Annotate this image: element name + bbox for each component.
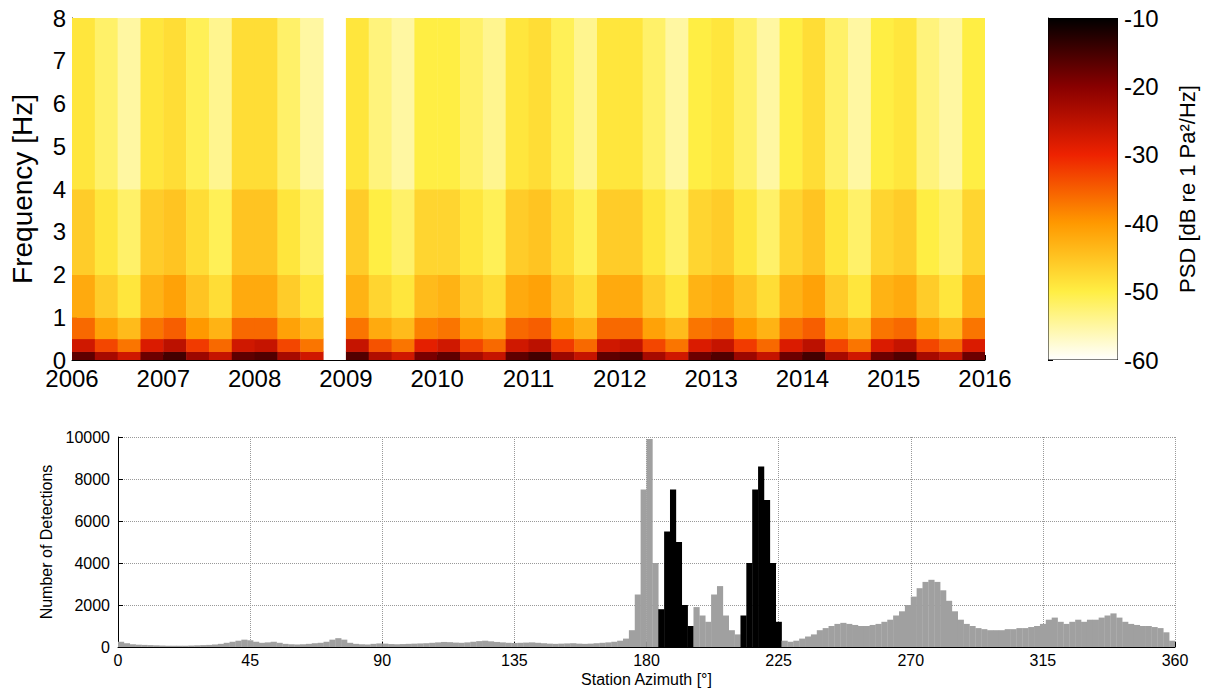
svg-text:2013: 2013 (684, 365, 737, 392)
svg-text:2000: 2000 (74, 597, 110, 614)
svg-text:0: 0 (101, 639, 110, 656)
svg-text:Number of Detections: Number of Detections (38, 465, 55, 620)
svg-text:1: 1 (53, 304, 66, 331)
svg-text:2015: 2015 (867, 365, 920, 392)
svg-text:-50: -50 (1124, 278, 1159, 305)
svg-text:-40: -40 (1124, 210, 1159, 237)
svg-text:6: 6 (53, 90, 66, 117)
svg-text:2008: 2008 (228, 365, 281, 392)
svg-text:6000: 6000 (74, 513, 110, 530)
svg-text:2012: 2012 (593, 365, 646, 392)
svg-text:-60: -60 (1124, 347, 1159, 374)
svg-text:2007: 2007 (137, 365, 190, 392)
svg-text:2009: 2009 (319, 365, 372, 392)
svg-text:3: 3 (53, 218, 66, 245)
svg-text:2011: 2011 (503, 365, 555, 392)
svg-text:10000: 10000 (66, 429, 111, 446)
svg-text:4: 4 (53, 176, 66, 203)
svg-text:5: 5 (53, 133, 66, 160)
svg-text:0: 0 (52, 346, 66, 374)
svg-text:315: 315 (1030, 652, 1057, 669)
svg-text:-20: -20 (1124, 73, 1159, 100)
svg-text:2006: 2006 (45, 365, 98, 392)
svg-text:180: 180 (633, 652, 660, 669)
svg-text:-30: -30 (1124, 141, 1159, 168)
svg-text:-10: -10 (1124, 5, 1159, 32)
svg-text:7: 7 (53, 47, 66, 74)
svg-text:360: 360 (1162, 652, 1189, 669)
svg-text:45: 45 (241, 652, 259, 669)
svg-text:225: 225 (765, 652, 792, 669)
svg-text:135: 135 (501, 652, 528, 669)
svg-text:Station Azimuth [°]: Station Azimuth [°] (581, 671, 712, 688)
svg-text:2016: 2016 (958, 365, 1011, 392)
svg-text:2010: 2010 (411, 365, 464, 392)
svg-text:8000: 8000 (74, 471, 110, 488)
svg-text:270: 270 (897, 652, 924, 669)
svg-text:0: 0 (114, 652, 123, 669)
svg-text:2014: 2014 (776, 365, 829, 392)
svg-text:90: 90 (373, 652, 391, 669)
svg-text:PSD [dB re 1 Pa²/Hz]: PSD [dB re 1 Pa²/Hz] (1175, 85, 1200, 293)
svg-text:Frequency [Hz]: Frequency [Hz] (7, 94, 38, 284)
svg-text:8: 8 (53, 5, 66, 32)
svg-text:4000: 4000 (74, 555, 110, 572)
svg-text:2: 2 (53, 261, 66, 288)
